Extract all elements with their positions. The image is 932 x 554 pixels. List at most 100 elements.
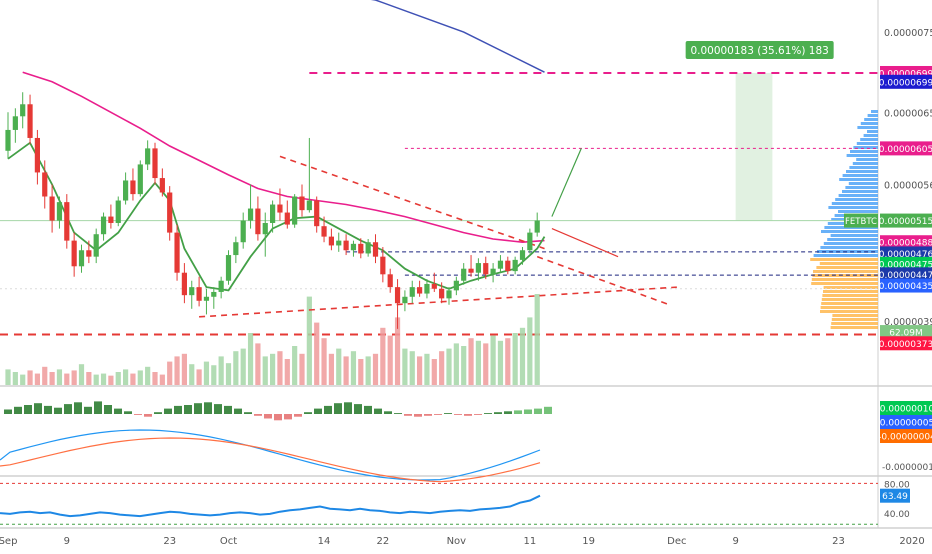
candle[interactable] xyxy=(497,255,504,273)
x-tick-label: 23 xyxy=(163,536,176,547)
candle[interactable] xyxy=(336,232,342,252)
candle[interactable] xyxy=(145,140,151,171)
candle[interactable] xyxy=(225,250,232,285)
x-tick-label: 19 xyxy=(582,536,595,547)
candle[interactable] xyxy=(137,160,143,197)
candle[interactable] xyxy=(365,239,371,257)
candle[interactable] xyxy=(431,272,437,292)
candle[interactable] xyxy=(343,234,349,256)
x-tick-label: Dec xyxy=(667,536,686,547)
candle[interactable] xyxy=(233,236,239,264)
volume-bar xyxy=(196,369,202,385)
candle[interactable] xyxy=(475,258,481,281)
candle[interactable] xyxy=(181,263,187,304)
candle[interactable] xyxy=(270,200,276,233)
candle[interactable] xyxy=(292,194,298,228)
candle[interactable] xyxy=(189,280,195,309)
macd-bar xyxy=(474,414,482,415)
macd-bar xyxy=(534,408,542,414)
candle[interactable] xyxy=(284,200,290,229)
macd-bar xyxy=(194,403,202,414)
volume-bar xyxy=(27,370,33,385)
candle[interactable] xyxy=(247,184,254,229)
candle[interactable] xyxy=(12,108,18,143)
candle[interactable] xyxy=(20,92,26,129)
candle[interactable] xyxy=(115,196,121,227)
volume-bar xyxy=(34,373,40,385)
candle[interactable] xyxy=(108,204,114,229)
macd-bar xyxy=(414,414,422,417)
candle[interactable] xyxy=(402,290,408,312)
candle[interactable] xyxy=(49,184,55,233)
candle[interactable] xyxy=(5,112,11,159)
macd-badge-bg xyxy=(880,415,932,429)
candle[interactable] xyxy=(350,240,357,257)
candle[interactable] xyxy=(42,160,48,209)
candle[interactable] xyxy=(100,212,107,241)
volume-bar xyxy=(431,359,437,385)
volume-profile-bar xyxy=(823,290,878,293)
macd-bar xyxy=(14,406,22,414)
candle-body xyxy=(483,263,489,275)
candle[interactable] xyxy=(174,224,180,281)
volume-bar xyxy=(336,348,342,385)
candle[interactable] xyxy=(211,287,217,309)
candle[interactable] xyxy=(78,244,85,273)
candle[interactable] xyxy=(380,247,386,283)
candle[interactable] xyxy=(277,188,283,221)
candle[interactable] xyxy=(387,268,393,293)
candle[interactable] xyxy=(446,287,452,305)
candle[interactable] xyxy=(512,256,518,275)
candle[interactable] xyxy=(328,228,334,251)
candle[interactable] xyxy=(409,280,415,304)
macd-bar xyxy=(264,414,272,419)
candle[interactable] xyxy=(203,288,210,315)
candle[interactable] xyxy=(505,256,511,275)
candle-body xyxy=(108,216,114,223)
candle[interactable] xyxy=(490,263,496,283)
candle[interactable] xyxy=(159,168,165,197)
candle[interactable] xyxy=(424,279,430,299)
candle[interactable] xyxy=(461,263,467,285)
candle[interactable] xyxy=(306,137,312,213)
volume-bar xyxy=(100,373,107,385)
candle[interactable] xyxy=(93,228,99,264)
candle[interactable] xyxy=(240,212,246,249)
candle[interactable] xyxy=(534,212,540,237)
candle[interactable] xyxy=(453,276,459,296)
candle[interactable] xyxy=(218,276,224,299)
candle[interactable] xyxy=(314,196,320,233)
candle[interactable] xyxy=(86,240,92,264)
candle[interactable] xyxy=(417,280,423,297)
candle[interactable] xyxy=(27,94,33,145)
candle[interactable] xyxy=(71,232,77,277)
candle[interactable] xyxy=(123,172,129,205)
candle[interactable] xyxy=(394,279,401,329)
macd-bar xyxy=(284,414,292,420)
x-tick-label: 11 xyxy=(523,536,536,547)
candle[interactable] xyxy=(34,129,40,185)
candle[interactable] xyxy=(321,216,327,243)
candle[interactable] xyxy=(483,256,489,280)
candle[interactable] xyxy=(152,142,158,185)
macd-bar xyxy=(434,414,442,415)
candle[interactable] xyxy=(56,196,63,229)
candle[interactable] xyxy=(167,186,173,241)
resistance-trendline xyxy=(536,255,670,306)
volume-bar xyxy=(247,333,254,385)
candle[interactable] xyxy=(130,168,136,201)
candle[interactable] xyxy=(64,194,70,249)
candle[interactable] xyxy=(196,276,202,307)
rsi-tick-label: 80.00 xyxy=(884,480,910,490)
candle[interactable] xyxy=(527,228,533,254)
candle[interactable] xyxy=(299,184,305,217)
candle[interactable] xyxy=(358,238,364,259)
candle[interactable] xyxy=(468,255,474,277)
candle[interactable] xyxy=(439,282,445,304)
candle[interactable] xyxy=(372,234,379,264)
candle[interactable] xyxy=(255,196,261,241)
candle[interactable] xyxy=(519,247,526,265)
price-tick-label: 0.00000650 xyxy=(884,108,932,119)
candle[interactable] xyxy=(262,212,268,257)
